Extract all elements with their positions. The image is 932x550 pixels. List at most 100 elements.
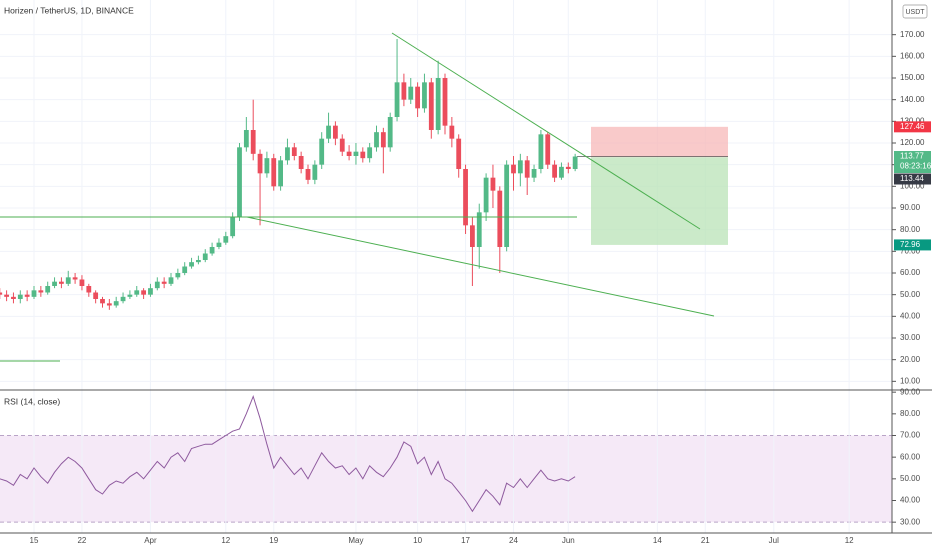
candle-body	[230, 216, 236, 237]
candle-body	[24, 294, 30, 297]
rsi-y-tick-label: 50.00	[900, 474, 921, 483]
y-tick-label: 140.00	[900, 95, 925, 104]
candle-body	[380, 132, 386, 148]
rsi-y-tick-label: 70.00	[900, 431, 921, 440]
candle-body	[278, 160, 283, 187]
currency[interactable]: USDT	[905, 9, 925, 16]
y-tick-label: 40.00	[900, 311, 921, 320]
y-tick-label: 10.00	[900, 376, 921, 385]
y-tick-label: 80.00	[900, 225, 921, 234]
candle-body	[559, 166, 564, 178]
candle-body	[4, 294, 9, 297]
candle-body	[271, 158, 277, 187]
candle-body	[312, 164, 318, 180]
candle-body	[305, 169, 311, 180]
candle-body	[148, 288, 153, 295]
candle-body	[291, 147, 297, 156]
y-tick-label: 160.00	[900, 51, 925, 60]
candle-body	[127, 294, 133, 297]
x-tick-label: 17	[461, 536, 470, 545]
x-tick-label: 15	[30, 536, 39, 545]
price-label: 72.96	[900, 240, 921, 249]
candle-body	[100, 299, 105, 304]
candle-body	[504, 164, 510, 247]
candle-body	[161, 281, 167, 284]
y-tick-label: 70.00	[900, 246, 921, 255]
candle-body	[435, 78, 441, 130]
x-tick-label: 22	[77, 536, 86, 545]
entry-label-box	[894, 173, 931, 185]
candle-body	[31, 290, 37, 297]
candle-body	[470, 225, 475, 247]
candle-body	[531, 169, 537, 178]
candle-body	[243, 130, 249, 148]
candle-body	[0, 292, 3, 295]
candle-body	[237, 147, 242, 217]
rsi-y-tick-label: 40.00	[900, 496, 921, 505]
candle-body	[250, 130, 256, 154]
x-tick-label: 24	[509, 536, 518, 545]
candle-body	[476, 212, 482, 247]
candle-body	[11, 296, 16, 299]
candle-body	[65, 277, 71, 284]
candle-body	[113, 301, 119, 306]
candle-body	[326, 125, 331, 139]
marks	[0, 39, 578, 513]
candle-body	[52, 281, 57, 286]
x-tick-label: Jun	[562, 536, 575, 545]
last-price: 113.77	[900, 152, 924, 161]
candle-body	[319, 138, 325, 165]
candle-body	[216, 242, 222, 247]
candle-body	[223, 236, 229, 243]
candle-body	[387, 117, 393, 148]
y-tick-label: 150.00	[900, 73, 925, 82]
x-tick-label: Apr	[144, 536, 157, 545]
candle-body	[120, 296, 126, 302]
candle-body	[182, 266, 188, 273]
candle-body	[106, 303, 112, 306]
candle-body	[511, 164, 516, 174]
rsi-y-tick-label: 30.00	[900, 517, 921, 526]
candle-body	[456, 138, 462, 169]
chart-title: Horizen / TetherUS, 1D, BINANCE	[4, 5, 134, 15]
x-tick-label: 19	[269, 536, 278, 545]
candle-body	[202, 253, 208, 260]
candle-body	[134, 290, 140, 295]
candle-body	[196, 260, 201, 263]
candle-body	[45, 286, 51, 293]
grid	[0, 0, 892, 533]
candle-body	[565, 166, 571, 169]
candle-body	[175, 273, 181, 278]
currency-box[interactable]	[902, 4, 928, 19]
candle-body	[490, 177, 496, 191]
candle-body	[154, 281, 160, 289]
candle-body	[374, 132, 379, 148]
candle-body	[367, 147, 373, 159]
price-label: 127.46	[900, 122, 925, 131]
target-zone	[591, 157, 728, 245]
candle-body	[483, 177, 489, 213]
x-tick-label: 12	[845, 536, 854, 545]
candle-body	[189, 262, 194, 267]
candle-body	[264, 158, 270, 174]
trend-line	[391, 32, 701, 230]
price-label-box	[894, 239, 931, 251]
rsi-band	[0, 435, 892, 523]
rsi-y-tick-label: 60.00	[900, 452, 921, 461]
y-tick-label: 60.00	[900, 268, 921, 277]
last-price-box	[894, 150, 931, 173]
y-tick-label: 20.00	[900, 355, 921, 364]
y-tick-label: 170.00	[900, 30, 925, 39]
axes: 10.00 20.00 30.00 40.00 50.00 60.00 70.00 80.00…	[30, 30, 932, 545]
candle-body	[298, 156, 304, 169]
x-tick-label: Jul	[769, 536, 779, 545]
trend-line	[246, 216, 715, 317]
candle-body	[285, 147, 290, 161]
candle-body	[497, 190, 503, 247]
x-tick-label: 10	[413, 536, 422, 545]
candle-body	[38, 290, 44, 293]
y-tick-label: 120.00	[900, 138, 925, 147]
candle-body	[394, 82, 400, 117]
x-tick-label: 14	[653, 536, 662, 545]
